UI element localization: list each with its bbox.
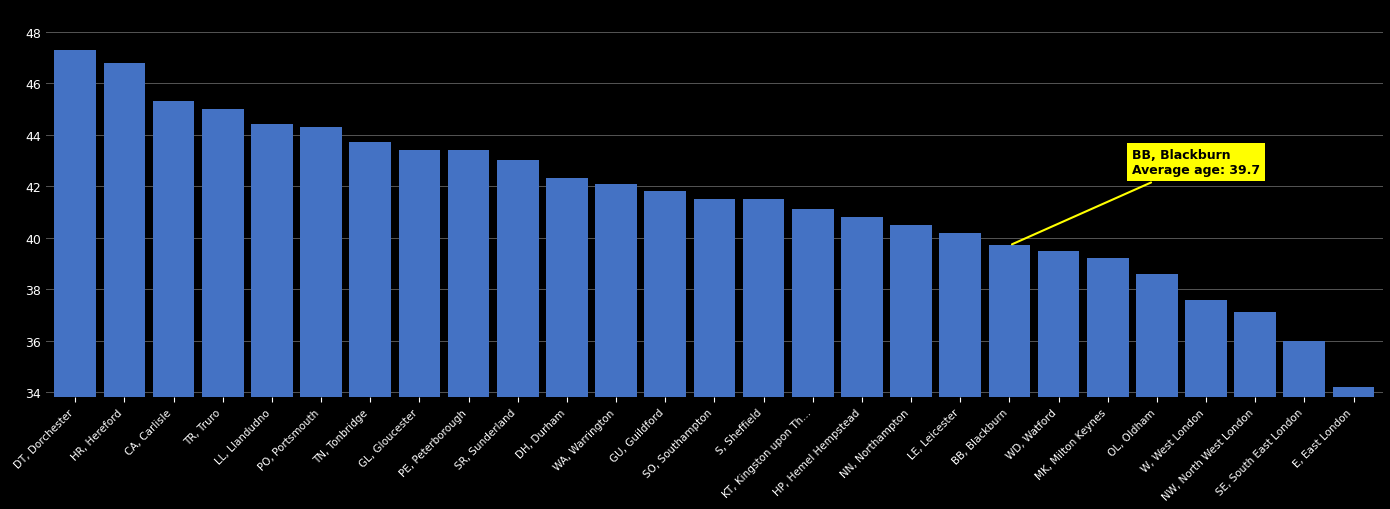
Bar [496,161,539,509]
Bar [694,200,735,509]
Bar [448,151,489,509]
Bar [300,128,342,509]
Bar [1136,274,1177,509]
Bar [1186,300,1227,509]
Bar [1333,387,1375,509]
Bar [988,246,1030,509]
Bar [645,192,687,509]
Bar [399,151,441,509]
Bar [252,125,293,509]
Bar [841,218,883,509]
Bar [349,143,391,509]
Bar [742,200,784,509]
Bar [1038,251,1080,509]
Bar [546,179,588,509]
Text: BB, Blackburn
Average age: 39.7: BB, Blackburn Average age: 39.7 [1012,149,1261,245]
Bar [103,64,146,509]
Bar [1087,259,1129,509]
Bar [792,210,834,509]
Bar [1283,341,1325,509]
Bar [153,102,195,509]
Bar [54,50,96,509]
Bar [202,110,243,509]
Bar [1234,313,1276,509]
Bar [595,184,637,509]
Bar [890,225,931,509]
Bar [940,233,981,509]
